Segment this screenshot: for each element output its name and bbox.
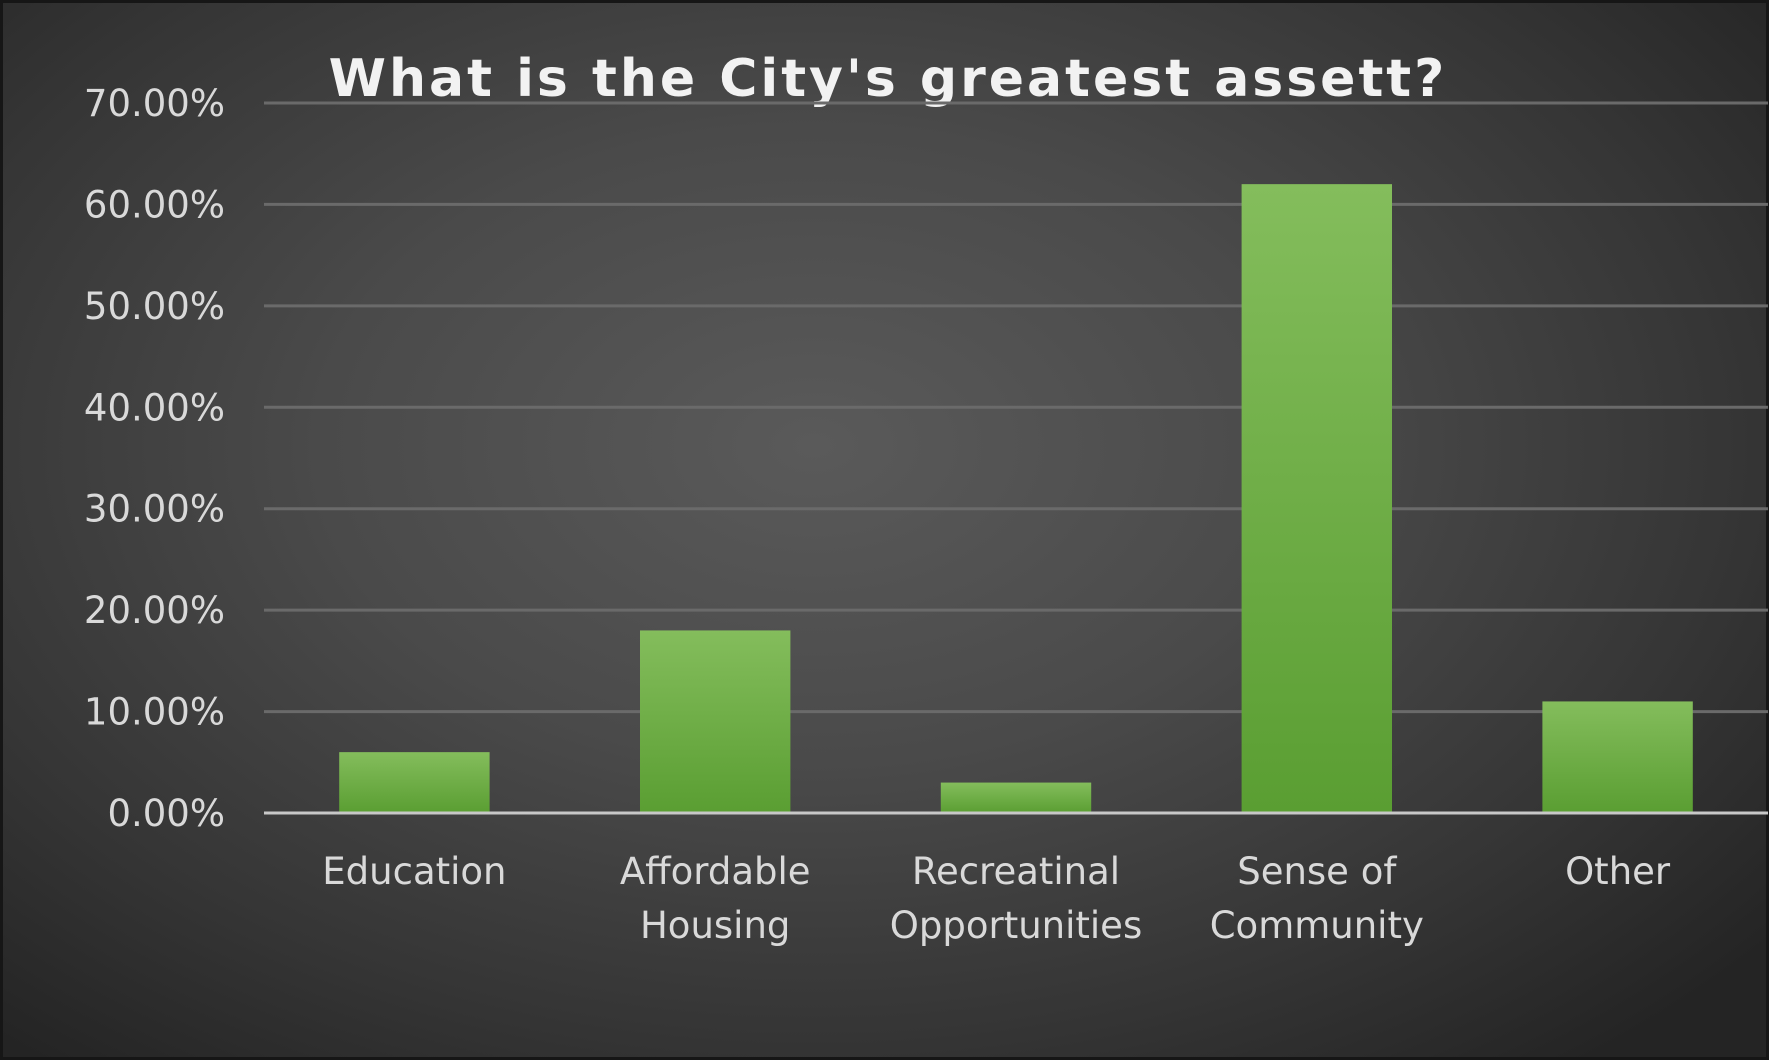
y-tick-label: 10.00% [84,691,225,734]
x-category-label: Recreatinal Opportunities [890,850,1142,947]
x-category-label: Sense of Community [1210,850,1424,947]
y-axis-ticks: 0.00% 10.00% 20.00% 30.00% 40.00% 50.00% 60.00… [84,82,225,835]
x-category-label: Affordable Housing [620,850,811,947]
x-category-label: Other [1565,850,1671,893]
bar [640,630,791,813]
x-axis-labels: Education Affordable Housing Recreatinal Opp… [322,850,1671,947]
y-tick-label: 30.00% [84,488,225,531]
gridlines [264,101,1768,714]
chart-title: What is the City's greatest assett? [329,49,1448,109]
y-tick-label: 70.00% [84,82,225,125]
y-tick-label: 40.00% [84,386,225,429]
y-tick-label: 20.00% [84,589,225,632]
bar [940,782,1092,813]
bars [339,184,1693,814]
y-tick-label: 0.00% [107,792,225,835]
bar [1241,184,1392,814]
bar [339,752,490,813]
bar-chart: What is the City's greatest assett? 0.00… [84,49,1768,947]
x-category-label: Education [322,850,506,893]
y-tick-label: 50.00% [84,285,225,328]
bar [1542,701,1693,813]
y-tick-label: 60.00% [84,183,225,226]
